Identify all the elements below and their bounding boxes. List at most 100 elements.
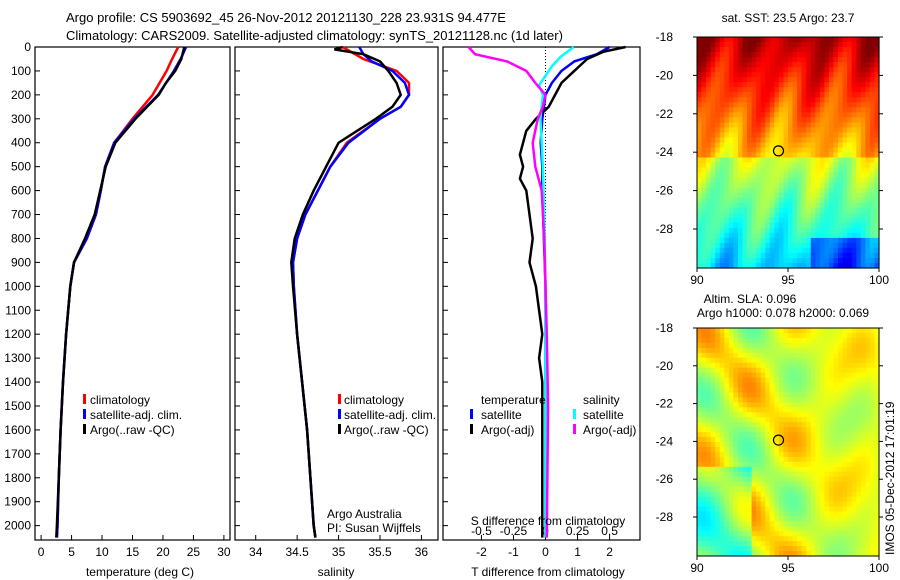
map-cell (760, 232, 766, 239)
map-cell (738, 342, 744, 349)
lon-tick-label: 100 (869, 561, 889, 575)
map-cell (774, 172, 780, 179)
map-cell (769, 92, 775, 98)
map-cell (710, 42, 716, 48)
map-cell (829, 432, 835, 438)
map-cell (778, 252, 784, 259)
map-cell (851, 511, 857, 517)
map-cell (783, 382, 789, 389)
map-cell (865, 328, 871, 334)
map-cell (751, 107, 757, 113)
legend-title-salinity: salinity (583, 393, 620, 407)
map-cell (833, 471, 839, 478)
map-cell (788, 551, 794, 557)
map-cell (774, 157, 780, 164)
map-cell (747, 367, 753, 374)
map-cell (788, 377, 794, 384)
map-cell (824, 546, 830, 552)
map-cell (756, 352, 762, 359)
map-cell (719, 62, 725, 68)
map-cell (738, 516, 744, 522)
map-cell (738, 182, 744, 189)
lon-tick-label: 90 (690, 273, 704, 287)
map-cell (774, 222, 780, 229)
map-cell (851, 486, 857, 493)
map-cell (869, 387, 875, 394)
map-cell (706, 107, 712, 113)
map-cell (801, 52, 807, 58)
map-cell (865, 92, 871, 98)
map-cell (706, 217, 712, 224)
map-cell (815, 546, 821, 552)
map-cell (806, 37, 812, 43)
map-cell (851, 242, 857, 249)
map-cell (769, 167, 775, 174)
map-cell (738, 546, 744, 552)
map-cell (765, 496, 771, 503)
map-cell (724, 422, 730, 428)
map-cell (792, 461, 798, 468)
map-cell (697, 496, 703, 503)
map-cell (829, 162, 835, 169)
map-cell (774, 447, 780, 453)
map-cell (751, 377, 757, 384)
map-cell (788, 207, 794, 214)
map-cell (742, 521, 748, 527)
map-cell (733, 422, 739, 428)
map-cell (747, 501, 753, 508)
map-cell (847, 387, 853, 394)
map-cell (756, 147, 762, 154)
map-cell (783, 242, 789, 249)
map-cell (742, 437, 748, 443)
map-cell (742, 456, 748, 463)
map-cell (697, 491, 703, 498)
map-cell (733, 117, 739, 123)
map-cell (706, 521, 712, 527)
map-cell (851, 551, 857, 557)
map-cell (724, 52, 730, 58)
map-cell (715, 67, 721, 73)
map-cell (851, 187, 857, 194)
map-cell (819, 212, 825, 219)
map-cell (856, 87, 862, 93)
map-cell (801, 263, 807, 269)
map-cell (860, 177, 866, 184)
map-cell (829, 122, 835, 128)
map-cell (728, 486, 734, 493)
map-cell (824, 217, 830, 224)
map-cell (728, 167, 734, 174)
map-cell (801, 252, 807, 259)
map-cell (792, 67, 798, 73)
map-cell (851, 92, 857, 98)
map-cell (783, 37, 789, 43)
map-cell (806, 466, 812, 473)
series-line-salinity-satellite (537, 46, 575, 538)
map-cell (742, 407, 748, 413)
lat-tick-label: -26 (656, 184, 674, 198)
map-cell (829, 252, 835, 259)
map-cell (819, 112, 825, 118)
legend-swatch-climatology (83, 394, 86, 404)
map-cell (778, 172, 784, 179)
map-cell (847, 47, 853, 53)
map-cell (710, 152, 716, 159)
map-cell (860, 432, 866, 438)
map-cell (733, 42, 739, 48)
map-cell (860, 451, 866, 458)
map-cell (824, 402, 830, 408)
pi-label: PI: Susan Wijffels (327, 521, 421, 535)
map-cell (815, 407, 821, 413)
map-cell (728, 377, 734, 384)
map-cell (701, 52, 707, 58)
map-cell (747, 362, 753, 369)
map-cell (738, 37, 744, 43)
map-cell (706, 447, 712, 453)
map-cell (824, 342, 830, 349)
map-cell (819, 142, 825, 149)
x-tick-label: 25 (187, 545, 201, 559)
map-cell (829, 102, 835, 108)
map-cell (829, 57, 835, 63)
map-cell (778, 102, 784, 108)
map-cell (824, 551, 830, 557)
map-cell (769, 247, 775, 254)
